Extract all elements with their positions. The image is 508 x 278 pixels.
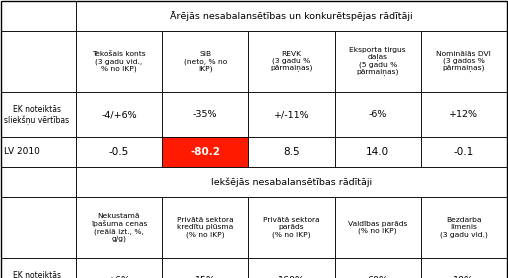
Bar: [248, 31, 335, 92]
Bar: [1, 137, 76, 167]
Text: 8.5: 8.5: [283, 147, 300, 157]
Text: -0.5: -0.5: [109, 147, 129, 157]
Text: EK noteiktās
sliekšņu vērtības: EK noteiktās sliekšņu vērtības: [4, 270, 69, 278]
Bar: [76, 31, 162, 92]
Text: +12%: +12%: [450, 110, 479, 119]
Text: Nominālās DVI
(3 gados %
pārmaiņas): Nominālās DVI (3 gados % pārmaiņas): [436, 51, 491, 72]
Bar: [162, 258, 248, 278]
Bar: [162, 197, 248, 258]
Text: SIB
(neto, % no
IKP): SIB (neto, % no IKP): [183, 51, 227, 72]
Bar: [335, 31, 421, 92]
Text: Bezdarba
līmenis
(3 gadu vid.): Bezdarba līmenis (3 gadu vid.): [440, 217, 488, 238]
Text: Eksporta tirgus
daļas
(5 gadu %
pārmaiņas): Eksporta tirgus daļas (5 gadu % pārmaiņa…: [350, 47, 406, 76]
Text: -6%: -6%: [368, 110, 387, 119]
Bar: [421, 197, 507, 258]
Bar: [248, 258, 335, 278]
Bar: [1, 31, 76, 92]
Text: Privātā sektora
kredītu plūsma
(% no IKP): Privātā sektora kredītu plūsma (% no IKP…: [177, 217, 234, 238]
Bar: [76, 92, 162, 137]
Text: 15%: 15%: [195, 276, 216, 278]
Text: 160%: 160%: [278, 276, 305, 278]
Text: REVK
(3 gadu %
pārmaiņas): REVK (3 gadu % pārmaiņas): [270, 51, 313, 72]
Bar: [76, 197, 162, 258]
Text: +6%: +6%: [108, 276, 131, 278]
Bar: [421, 258, 507, 278]
Text: Privātā sektora
parāds
(% no IKP): Privātā sektora parāds (% no IKP): [263, 217, 320, 238]
Bar: [1, 197, 76, 258]
Bar: [421, 31, 507, 92]
Bar: [1, 92, 76, 137]
Text: Ārējās nesabalansētības un konkurētspējas rādītāji: Ārējās nesabalansētības un konkurētspēja…: [170, 11, 413, 21]
Text: +/-11%: +/-11%: [274, 110, 309, 119]
Text: 10%: 10%: [453, 276, 474, 278]
Bar: [248, 197, 335, 258]
Text: Nekustamā
īpašuma cenas
(reālā izt., %,
g/g): Nekustamā īpašuma cenas (reālā izt., %, …: [91, 213, 147, 242]
Text: LV 2010: LV 2010: [4, 147, 40, 157]
Bar: [76, 258, 162, 278]
Bar: [248, 92, 335, 137]
Bar: [76, 1, 507, 31]
Text: -4/+6%: -4/+6%: [101, 110, 137, 119]
Bar: [76, 167, 507, 197]
Text: -0.1: -0.1: [454, 147, 474, 157]
Bar: [1, 167, 76, 197]
Text: 60%: 60%: [367, 276, 388, 278]
Bar: [76, 137, 162, 167]
Bar: [421, 92, 507, 137]
Bar: [335, 92, 421, 137]
Text: 14.0: 14.0: [366, 147, 389, 157]
Bar: [421, 137, 507, 167]
Text: -35%: -35%: [193, 110, 217, 119]
Bar: [335, 137, 421, 167]
Bar: [162, 92, 248, 137]
Text: Tekošais konts
(3 gadu vid.,
% no IKP): Tekošais konts (3 gadu vid., % no IKP): [92, 51, 146, 72]
Bar: [1, 1, 76, 31]
Bar: [335, 258, 421, 278]
Bar: [162, 31, 248, 92]
Bar: [335, 197, 421, 258]
Text: Valdības parāds
(% no IKP): Valdības parāds (% no IKP): [348, 221, 407, 234]
Text: -80.2: -80.2: [190, 147, 220, 157]
Text: Iekšējās nesabalansētības rādītāji: Iekšējās nesabalansētības rādītāji: [211, 177, 372, 187]
Bar: [1, 258, 76, 278]
Bar: [162, 137, 248, 167]
Bar: [248, 137, 335, 167]
Text: EK noteiktās
sliekšņu vērtības: EK noteiktās sliekšņu vērtības: [4, 105, 69, 125]
